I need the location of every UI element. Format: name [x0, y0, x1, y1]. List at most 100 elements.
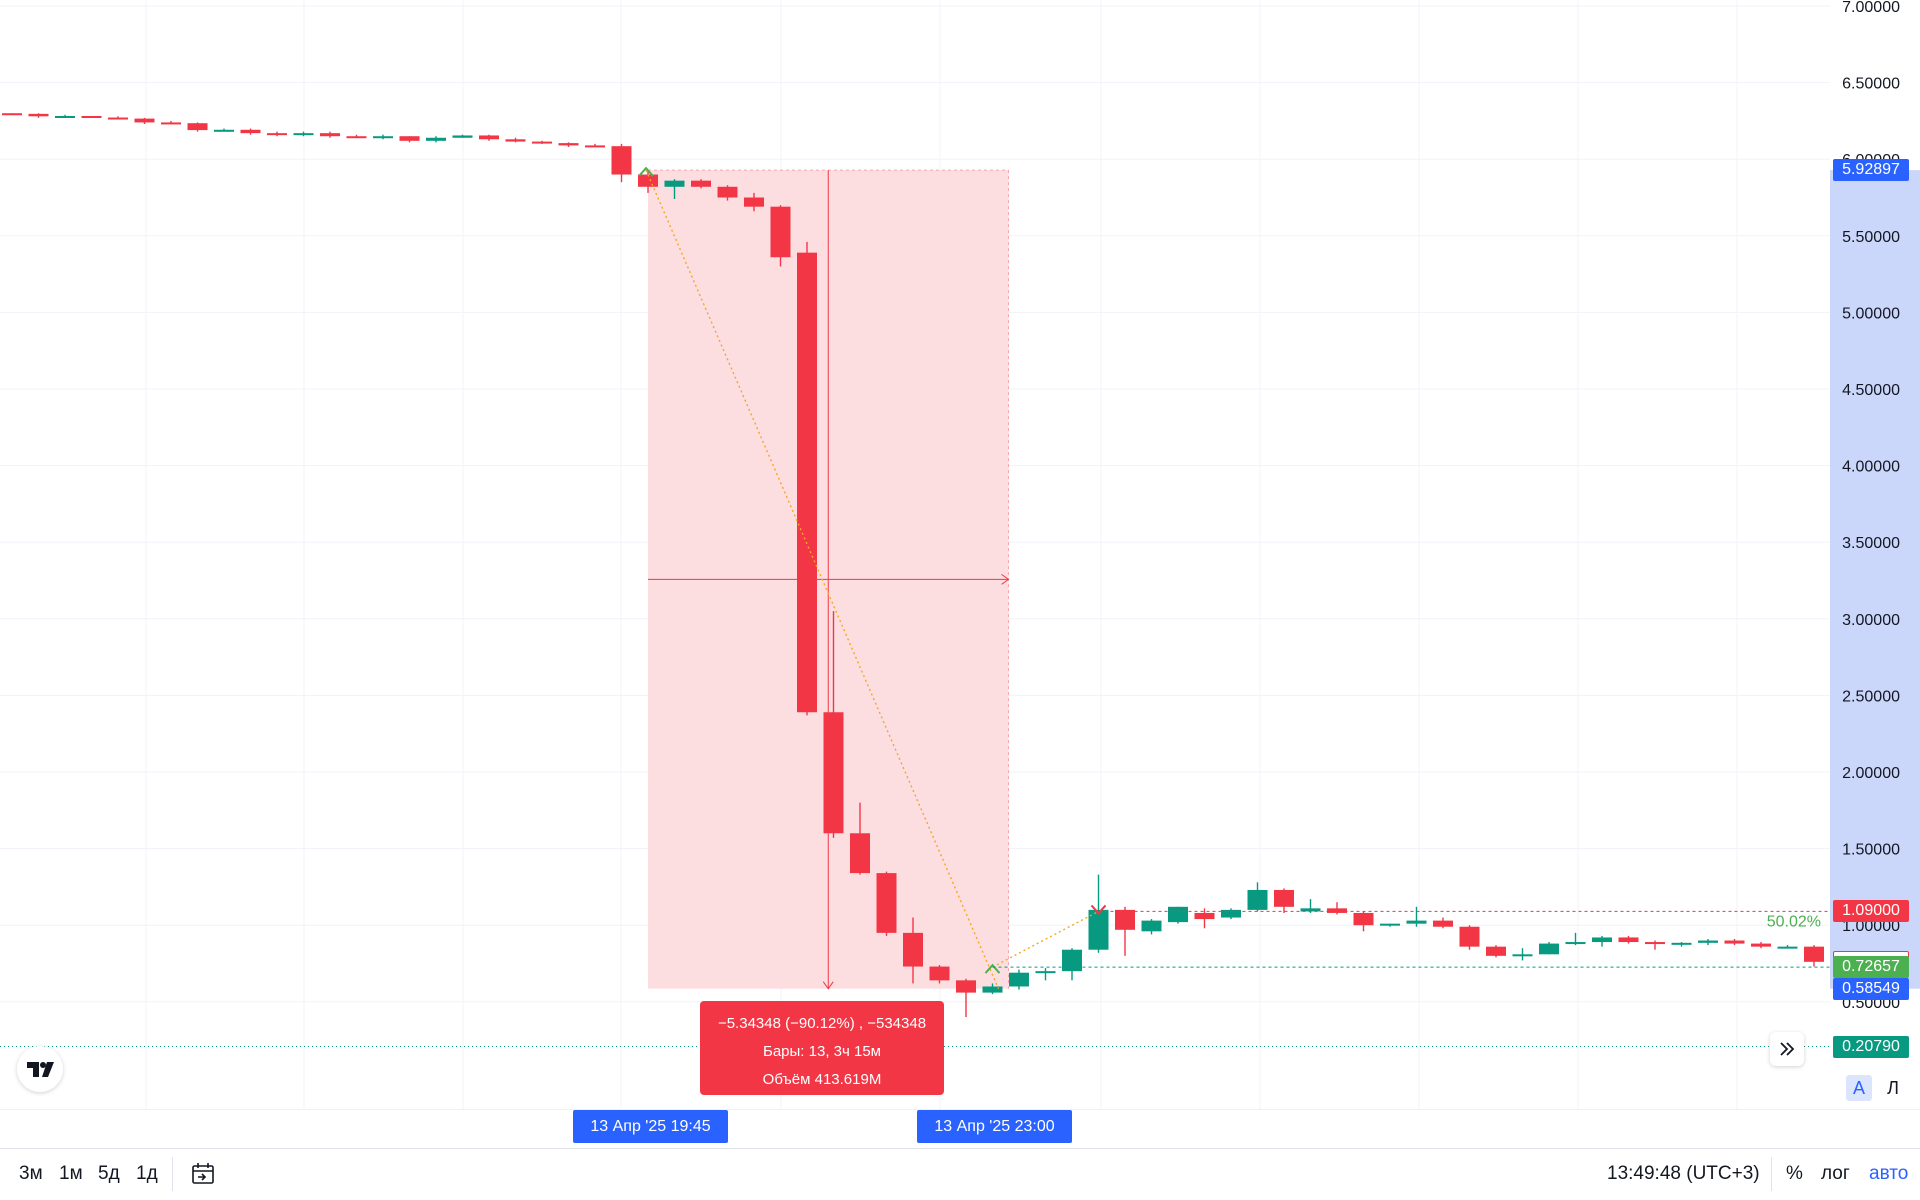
candle-body: [1459, 926, 1480, 947]
candle-body: [108, 117, 128, 120]
candle-body: [320, 133, 340, 137]
price-tag: 1.09000: [1833, 900, 1909, 923]
candle-body: [55, 115, 75, 118]
candle-body: [664, 180, 685, 187]
candle-body: [1618, 937, 1639, 943]
candle-body: [797, 252, 817, 713]
candle-body: [1168, 906, 1188, 923]
clock-timezone[interactable]: 13:49:48 (UTC+3): [1607, 1163, 1760, 1184]
price-tag: 0.58549: [1833, 977, 1909, 1000]
candle-body: [1274, 889, 1294, 907]
candle-body: [850, 833, 870, 874]
candle-body: [903, 932, 923, 967]
candle-body: [1406, 920, 1427, 924]
candle-body: [1724, 940, 1745, 944]
price-tag: 0.20790: [1833, 1035, 1909, 1058]
candle-body: [1433, 920, 1453, 927]
measure-bars: Бары: 13, 3ч 15м: [763, 1043, 881, 1060]
candle-body: [691, 180, 711, 187]
candle-body: [1512, 954, 1533, 957]
range-3m-button[interactable]: 3м: [19, 1163, 43, 1184]
percent-scale-button[interactable]: %: [1786, 1163, 1803, 1184]
candle-body: [240, 129, 261, 134]
price-axis-label: 4.50000: [1842, 382, 1900, 399]
candle-body: [585, 145, 605, 148]
candle-body: [1380, 923, 1400, 926]
candle-body: [770, 206, 791, 258]
candle-body: [1009, 972, 1029, 987]
chart-area[interactable]: 50.02%7.000006.500006.000005.500005.0000…: [0, 0, 1920, 1110]
measure-arrow-head: [822, 981, 834, 990]
auto-scale-button[interactable]: A: [1846, 1075, 1872, 1101]
candle-body: [479, 135, 499, 140]
range-1d-button[interactable]: 1д: [136, 1163, 158, 1184]
candle-body: [1751, 943, 1771, 947]
candle-body: [1592, 937, 1612, 943]
candle-body: [346, 136, 367, 139]
calendar-goto-icon[interactable]: [189, 1160, 217, 1190]
bottom-toolbar: 3м 1м 5д 1д 13:49:48 (UTC+3) % лог авто: [0, 1148, 1920, 1200]
candle-body: [558, 143, 579, 146]
candle-body: [1221, 909, 1241, 918]
candle-body: [1035, 971, 1056, 974]
candle-body: [1539, 943, 1559, 955]
candle-body: [267, 133, 287, 136]
candle-body: [1115, 909, 1135, 930]
candle-body: [744, 197, 764, 207]
candle-body: [293, 133, 314, 136]
candle-body: [373, 136, 393, 139]
candle-body: [399, 136, 420, 141]
candle-body: [1645, 942, 1665, 945]
range-5d-button[interactable]: 5д: [98, 1163, 120, 1184]
candle-body: [134, 118, 155, 123]
candle-body: [982, 986, 1003, 993]
price-axis-label: 3.00000: [1842, 612, 1900, 629]
candle-body: [1141, 920, 1162, 932]
candle-body: [638, 174, 658, 187]
candle-body: [1353, 912, 1374, 926]
log-toggle-button[interactable]: лог: [1821, 1163, 1850, 1184]
measure-change: −5.34348 (−90.12%) , −534348: [717, 1015, 927, 1032]
candle-body: [717, 186, 738, 198]
candle-body: [956, 980, 976, 993]
candle-body: [876, 873, 897, 933]
price-axis-label: 3.50000: [1842, 535, 1900, 552]
price-axis-label: 1.50000: [1842, 842, 1900, 859]
log-scale-button[interactable]: Л: [1887, 1078, 1899, 1098]
candle-body: [1327, 908, 1347, 913]
candle-body: [81, 115, 102, 118]
price-tag: 5.92897: [1833, 159, 1909, 182]
toolbar-separator: [172, 1157, 173, 1191]
tradingview-logo-icon[interactable]: [17, 1046, 63, 1092]
candle-body: [505, 139, 526, 142]
measure-start-marker: [638, 166, 654, 177]
range-start-time-tag: 13 Апр '25 19:45: [573, 1110, 728, 1143]
candle-body: [187, 123, 208, 131]
candle-body: [1671, 942, 1692, 945]
range-1m-button[interactable]: 1м: [59, 1163, 83, 1184]
price-axis-label: 5.50000: [1842, 229, 1900, 246]
price-chart[interactable]: 50.02%7.000006.500006.000005.500005.0000…: [0, 0, 1920, 1110]
candle-body: [1698, 940, 1718, 943]
measure-arrow-head: [1001, 573, 1010, 585]
measure-diagonal-line: [645, 169, 1000, 989]
chevrons-right-icon[interactable]: [1770, 1032, 1804, 1066]
candle-body: [929, 966, 950, 981]
auto-toggle-button[interactable]: авто: [1869, 1163, 1909, 1184]
candle-body: [214, 129, 234, 132]
measure-tooltip: −5.34348 (−90.12%) , −534348 Бары: 13, 3…: [700, 1001, 944, 1095]
price-axis-range-highlight: [1830, 170, 1920, 989]
price-axis-label: 6.50000: [1842, 76, 1900, 93]
candle-body: [1486, 946, 1506, 956]
trend-start-marker: [984, 963, 1001, 974]
candle-body: [1088, 909, 1109, 950]
candle-body: [1565, 942, 1586, 945]
candle-body: [1247, 889, 1268, 910]
measure-volume: Объём 413.619M: [762, 1071, 882, 1088]
candle-body: [452, 135, 473, 138]
price-axis-label: 5.00000: [1842, 305, 1900, 322]
price-axis-label: 1.00000: [1842, 918, 1900, 935]
candle-body: [426, 137, 446, 141]
candle-body: [532, 141, 552, 144]
candle-body: [2, 113, 22, 116]
